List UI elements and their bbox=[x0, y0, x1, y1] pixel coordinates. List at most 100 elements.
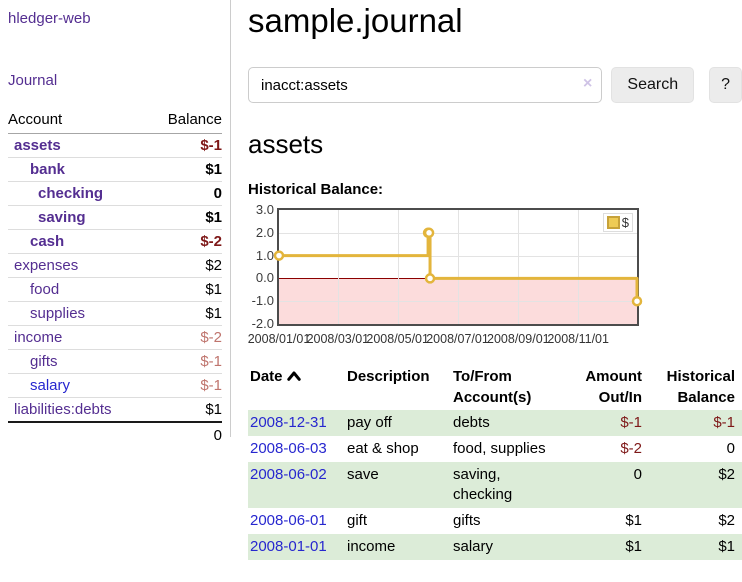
chart-series bbox=[273, 227, 643, 307]
sidebar: hledger-web Journal Account Balance asse… bbox=[0, 0, 231, 444]
y-axis-tick-label: 3.0 bbox=[255, 202, 274, 217]
brand-link[interactable]: hledger-web bbox=[8, 10, 91, 27]
transaction-accounts: gifts bbox=[453, 512, 481, 529]
account-link-saving[interactable]: saving bbox=[38, 209, 86, 226]
account-row: cash $-2 bbox=[8, 229, 222, 254]
account-link-cash[interactable]: cash bbox=[30, 233, 65, 250]
account-balance: $-1 bbox=[148, 373, 222, 398]
register-row: 2008-12-31 pay off debts $-1 $-1 bbox=[248, 410, 742, 436]
transaction-description: eat & shop bbox=[347, 440, 419, 457]
column-header-date[interactable]: Date bbox=[248, 364, 345, 410]
chart-vgrid bbox=[397, 210, 399, 324]
transaction-description: save bbox=[347, 466, 379, 483]
clear-search-icon[interactable]: × bbox=[583, 75, 593, 92]
chart-plot: $ bbox=[273, 208, 643, 326]
chart: $ 3.0 2.0 1.0 0.0 -1.0 -2.0 2008/01/01 2008/03/… bbox=[247, 202, 742, 346]
account-link-liabilities-debts[interactable]: liabilities:debts bbox=[14, 401, 112, 418]
main-content: sample.journal × Search ? assets Histori… bbox=[248, 0, 742, 560]
account-balance: $1 bbox=[148, 205, 222, 230]
chart-vgrid bbox=[578, 210, 580, 324]
page-title: sample.journal bbox=[248, 2, 463, 39]
search-button[interactable]: Search bbox=[611, 67, 695, 103]
transaction-description: pay off bbox=[347, 414, 392, 431]
account-balance: $-2 bbox=[148, 325, 222, 350]
x-axis-tick-label: 2008/11/01 bbox=[547, 332, 609, 346]
sidebar-item-journal[interactable]: Journal bbox=[8, 72, 58, 89]
account-row: expenses $2 bbox=[8, 253, 222, 278]
chart-legend: $ bbox=[602, 213, 633, 232]
chart-vgrid bbox=[457, 210, 459, 324]
transaction-date-link[interactable]: 2008-06-01 bbox=[250, 512, 327, 529]
transaction-balance: $-1 bbox=[713, 414, 735, 431]
chart-hgrid bbox=[279, 232, 637, 234]
chart-vgrid bbox=[337, 210, 339, 324]
account-link-checking[interactable]: checking bbox=[38, 185, 104, 202]
transaction-description: gift bbox=[347, 512, 368, 529]
account-row: liabilities:debts $1 bbox=[8, 397, 222, 423]
transaction-balance: $2 bbox=[718, 466, 735, 483]
transaction-amount: $1 bbox=[625, 512, 642, 529]
register-header-row: Date Description To/From Account(s) Amou… bbox=[248, 364, 742, 410]
chart-hgrid bbox=[279, 255, 637, 257]
transaction-date-link[interactable]: 2008-01-01 bbox=[250, 538, 327, 555]
y-axis-tick-label: 1.0 bbox=[255, 247, 274, 263]
account-row: gifts $-1 bbox=[8, 349, 222, 374]
accounts-total-row: 0 bbox=[8, 422, 222, 448]
x-axis-tick-label: 2008/05/01 bbox=[366, 332, 429, 346]
accounts-total: 0 bbox=[213, 427, 222, 444]
x-axis-tick-label: 2008/03/01 bbox=[306, 332, 370, 346]
search-input[interactable] bbox=[248, 67, 603, 103]
data-point-marker bbox=[631, 295, 643, 307]
account-link-salary[interactable]: salary bbox=[30, 377, 71, 394]
account-balance: $-1 bbox=[148, 349, 222, 374]
y-axis-tick-label: -1.0 bbox=[251, 293, 274, 309]
account-heading: assets bbox=[248, 129, 324, 159]
chart-plot-inner bbox=[273, 210, 643, 324]
search-bar: × Search ? bbox=[248, 67, 742, 103]
register-row: 2008-06-02 save saving, checking 0 $2 bbox=[248, 462, 742, 508]
transaction-balance: $2 bbox=[718, 512, 735, 529]
transaction-accounts: debts bbox=[453, 414, 490, 431]
transaction-amount: $-2 bbox=[620, 440, 642, 457]
account-balance: $1 bbox=[148, 301, 222, 326]
account-link-supplies[interactable]: supplies bbox=[30, 305, 86, 322]
x-axis-tick-label: 2008/01/01 bbox=[247, 332, 311, 346]
accounts-table: Account Balance assets $-1 bank $1 check… bbox=[8, 109, 222, 448]
account-row: income $-2 bbox=[8, 325, 222, 350]
account-balance: $1 bbox=[148, 277, 222, 302]
account-link-income[interactable]: income bbox=[14, 329, 63, 346]
transaction-amount: $-1 bbox=[620, 414, 642, 431]
account-link-bank[interactable]: bank bbox=[30, 161, 66, 178]
data-point-marker bbox=[273, 250, 285, 261]
account-link-food[interactable]: food bbox=[30, 281, 60, 298]
chart-hgrid bbox=[279, 301, 637, 303]
legend-swatch-icon bbox=[606, 216, 620, 229]
column-header-accounts: To/From Account(s) bbox=[453, 368, 532, 406]
account-row: salary $-1 bbox=[8, 373, 222, 398]
account-balance: 0 bbox=[148, 181, 222, 206]
account-link-gifts[interactable]: gifts bbox=[30, 353, 58, 370]
register-row: 2008-06-03 eat & shop food, supplies $-2… bbox=[248, 436, 742, 462]
transaction-accounts: food, supplies bbox=[453, 440, 546, 457]
account-row: assets $-1 bbox=[8, 133, 222, 158]
account-link-expenses[interactable]: expenses bbox=[14, 257, 79, 274]
register-table: Date Description To/From Account(s) Amou… bbox=[248, 364, 742, 560]
account-row: saving $1 bbox=[8, 205, 222, 230]
sort-asc-icon bbox=[286, 371, 301, 381]
data-point-marker bbox=[424, 273, 436, 284]
register-row: 2008-06-01 gift gifts $1 $2 bbox=[248, 508, 742, 534]
account-row: bank $1 bbox=[8, 157, 222, 182]
help-button[interactable]: ? bbox=[709, 67, 742, 103]
account-balance: $2 bbox=[148, 253, 222, 278]
column-header-amount: Amount Out/In bbox=[585, 368, 642, 406]
column-header-description: Description bbox=[347, 368, 430, 385]
account-link-assets[interactable]: assets bbox=[14, 137, 61, 154]
transaction-balance: $1 bbox=[718, 538, 735, 555]
chart-title: Historical Balance: bbox=[248, 181, 384, 198]
transaction-date-link[interactable]: 2008-06-02 bbox=[250, 466, 327, 483]
x-axis-tick-label: 2008/09/01 bbox=[487, 332, 550, 346]
column-header-balance: Historical Balance bbox=[666, 368, 735, 406]
transaction-date-link[interactable]: 2008-06-03 bbox=[250, 440, 327, 457]
transaction-date-link[interactable]: 2008-12-31 bbox=[250, 414, 327, 431]
y-axis-tick-label: 0.0 bbox=[255, 270, 274, 286]
